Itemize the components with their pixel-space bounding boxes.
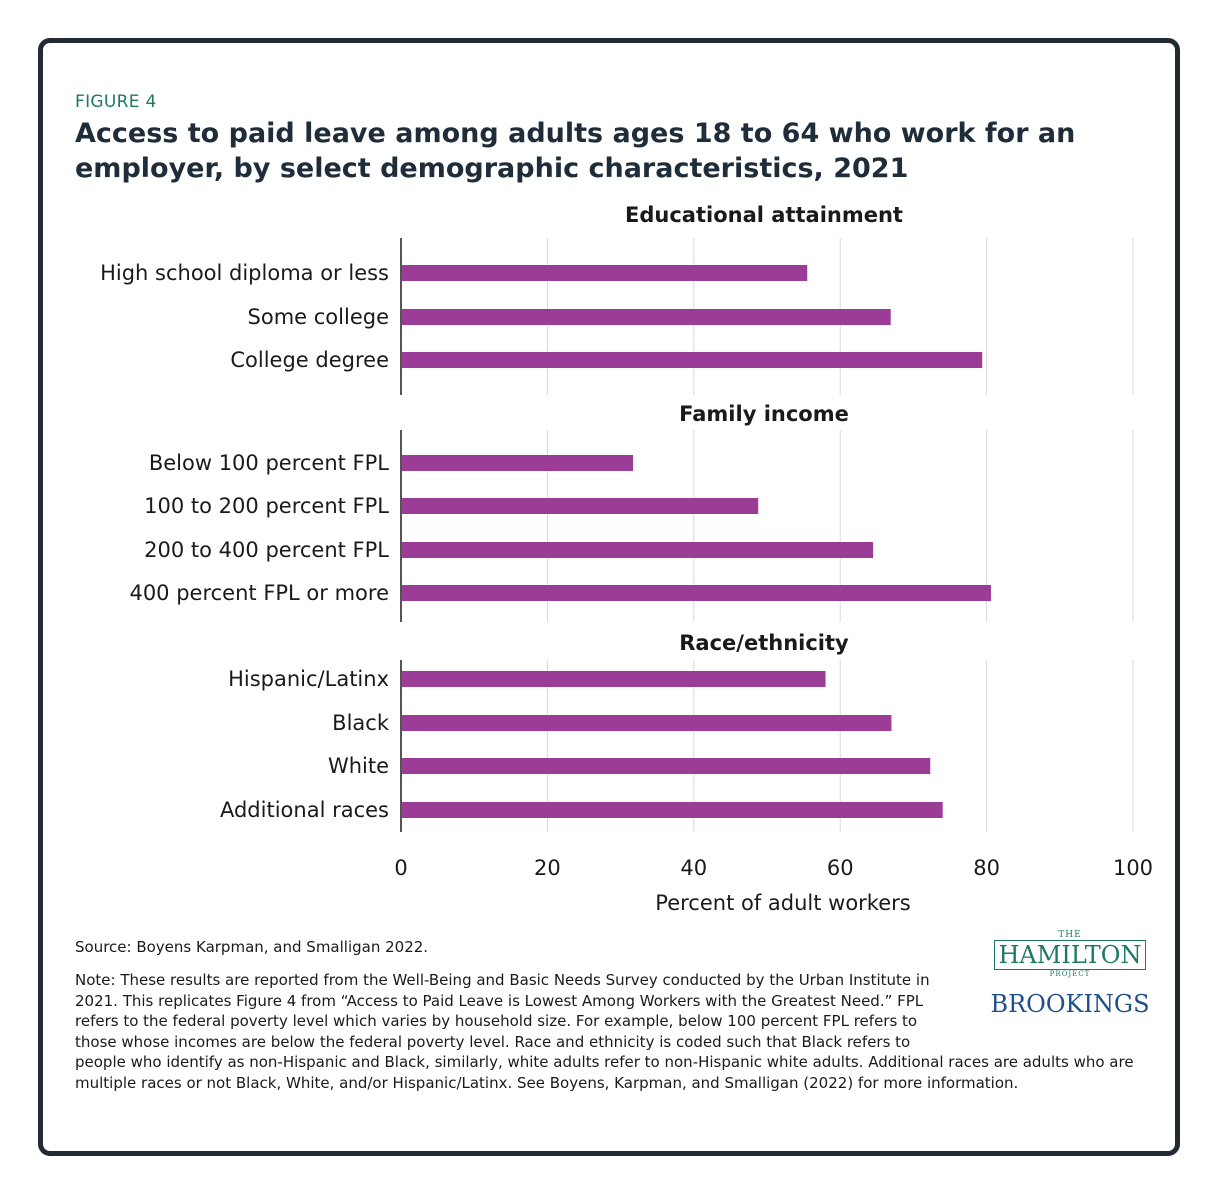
category-label: Additional races: [220, 798, 389, 822]
logo-name: HAMILTON: [993, 940, 1147, 970]
category-label: Below 100 percent FPL: [149, 451, 389, 475]
category-label: Hispanic/Latinx: [228, 667, 389, 691]
bar: [401, 352, 983, 368]
category-label: College degree: [230, 348, 389, 372]
category-label: High school diploma or less: [100, 261, 389, 285]
bar: [401, 542, 874, 558]
bar: [401, 455, 634, 471]
category-label: White: [328, 754, 389, 778]
x-tick-label: 40: [680, 856, 707, 880]
bar-chart: Educational attainment High school diplom…: [100, 203, 1153, 915]
bar: [401, 671, 826, 687]
category-label: Some college: [248, 305, 389, 329]
figure-frame: [38, 38, 1180, 1156]
panel-title: Family income: [679, 402, 849, 426]
brookings-logo: BROOKINGS: [990, 990, 1150, 1018]
source-text: Source: Boyens Karpman, and Smalligan 20…: [75, 938, 429, 956]
category-label: Black: [332, 711, 390, 735]
bar: [401, 309, 891, 325]
bar: [401, 758, 931, 774]
bar: [401, 585, 991, 601]
x-axis-label: Percent of adult workers: [655, 891, 910, 915]
x-tick-label: 0: [394, 856, 407, 880]
hamilton-project-logo: THE HAMILTON PROJECT: [985, 930, 1155, 978]
panel-title: Educational attainment: [625, 203, 903, 227]
panel-title: Race/ethnicity: [679, 631, 849, 655]
category-label: 400 percent FPL or more: [129, 581, 389, 605]
logo-the: THE: [1058, 930, 1082, 940]
figure-label: FIGURE 4: [75, 92, 157, 112]
bar: [401, 715, 892, 731]
chart-title: Access to paid leave among adults ages 1…: [75, 118, 1076, 184]
note-text: Note: These results are reported from th…: [75, 971, 1134, 1092]
x-tick-label: 100: [1113, 856, 1153, 880]
x-tick-label: 60: [827, 856, 854, 880]
note-block: Note: These results are reported from th…: [75, 970, 1155, 1093]
bar: [401, 498, 759, 514]
x-tick-label: 20: [534, 856, 561, 880]
bar: [401, 802, 943, 818]
category-label: 100 to 200 percent FPL: [144, 494, 389, 518]
category-label: 200 to 400 percent FPL: [144, 538, 389, 562]
logo-project: PROJECT: [1049, 970, 1091, 978]
bar: [401, 265, 808, 281]
x-tick-label: 80: [973, 856, 1000, 880]
